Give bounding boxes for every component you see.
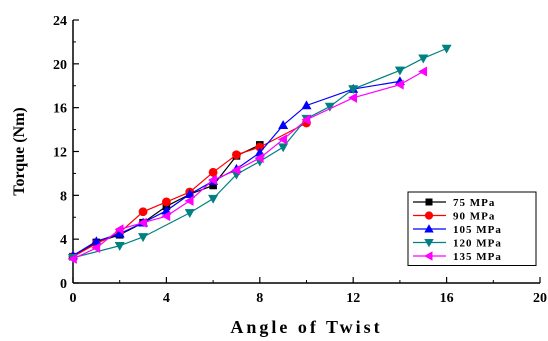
y-tick-label: 20 <box>53 58 67 73</box>
y-axis-title: Torque (Nm) <box>11 107 28 195</box>
data-point <box>418 54 429 64</box>
data-point <box>231 165 241 176</box>
legend-label: 90 MPa <box>453 211 495 223</box>
data-point <box>138 207 148 217</box>
legend-marker <box>425 198 433 206</box>
data-point <box>208 194 219 204</box>
data-point <box>114 241 125 251</box>
series-line <box>72 47 447 259</box>
data-point <box>278 143 289 153</box>
legend-marker <box>424 224 434 233</box>
legend-marker <box>424 211 434 220</box>
legend-label: 135 MPa <box>453 251 502 263</box>
data-point <box>184 209 195 218</box>
x-tick-label: 4 <box>163 291 170 306</box>
data-point <box>278 134 287 145</box>
data-point <box>184 189 195 199</box>
data-point <box>278 120 289 129</box>
legend-marker <box>424 251 433 261</box>
data-point <box>208 167 218 177</box>
data-point <box>441 44 452 54</box>
y-tick-label: 8 <box>60 189 67 204</box>
data-point <box>161 211 171 222</box>
data-point <box>394 79 404 90</box>
data-point <box>91 236 102 246</box>
data-point <box>348 92 358 103</box>
data-point <box>394 66 405 76</box>
data-point <box>114 224 124 235</box>
data-point <box>137 217 147 228</box>
x-tick-label: 12 <box>346 291 360 306</box>
x-axis-title: Angle of Twist <box>230 317 382 337</box>
y-tick-label: 0 <box>60 277 67 292</box>
data-point <box>184 195 194 206</box>
data-point <box>161 197 171 207</box>
data-point <box>418 66 428 77</box>
x-tick-label: 8 <box>256 291 263 306</box>
data-point <box>207 174 217 186</box>
legend-label: 120 MPa <box>453 238 502 250</box>
data-point <box>254 153 264 164</box>
y-tick-label: 24 <box>53 14 67 29</box>
legend-marker <box>424 239 434 248</box>
data-point <box>91 242 101 253</box>
x-tick-label: 20 <box>533 291 547 306</box>
data-point <box>301 114 311 125</box>
data-point <box>138 233 149 243</box>
y-tick-label: 12 <box>53 146 67 161</box>
legend-label: 75 MPa <box>453 197 495 209</box>
y-tick-label: 4 <box>60 233 67 248</box>
series-layer <box>67 44 452 264</box>
data-point <box>348 85 359 95</box>
data-point <box>232 150 241 160</box>
x-tick-label: 16 <box>440 291 454 306</box>
legend-label: 105 MPa <box>453 224 502 236</box>
axes: 0 4 8 12 16 20 24 0 4 8 12 16 20 <box>53 14 547 306</box>
y-tick-label: 16 <box>53 102 67 117</box>
x-tick-label: 0 <box>70 291 77 306</box>
series-line <box>72 70 424 260</box>
series-4 <box>67 66 428 264</box>
data-point <box>301 100 312 110</box>
data-point <box>67 253 77 264</box>
